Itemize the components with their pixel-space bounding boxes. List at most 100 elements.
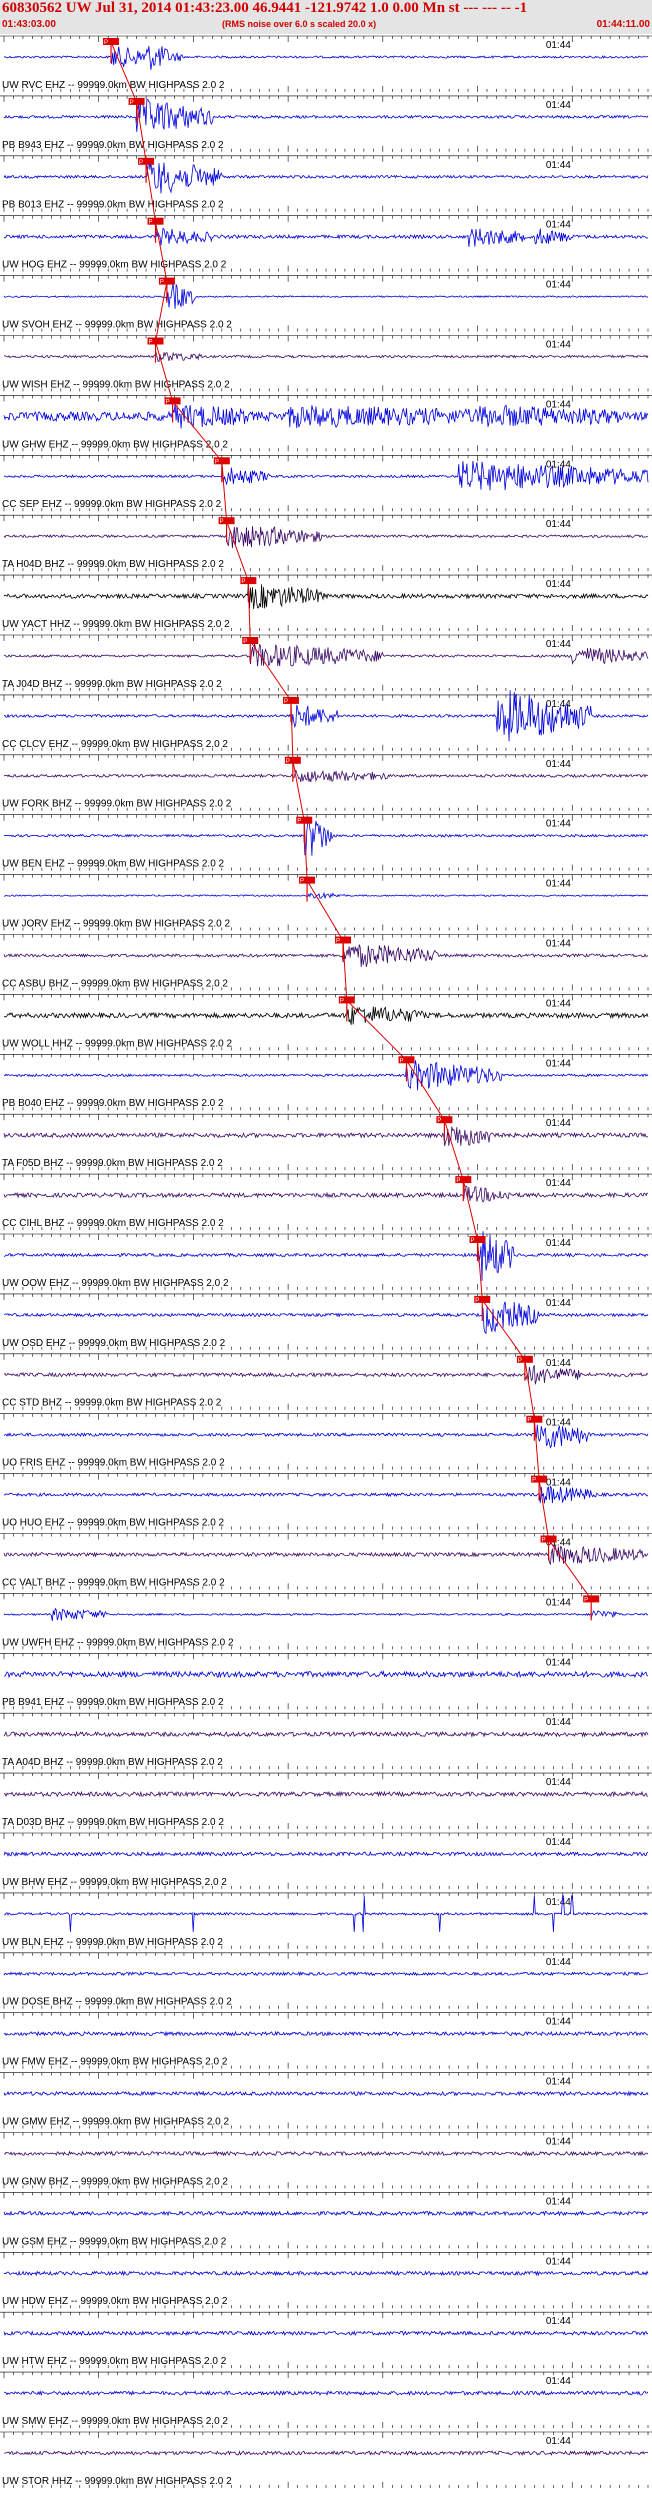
trace-cc-valt-bhz: 01:44P CC VALT BHZ -- 99999.0km BW HIGHPA… [0,1533,652,1590]
tick-label: 01:44 [546,340,571,351]
waveform [3,643,649,667]
station-label: UW WISH EHZ -- 99999.0km BW HIGHPASS 2.0… [2,379,230,390]
tick-label: 01:44 [546,939,571,950]
waveform [3,1006,649,1025]
tick-label: 01:44 [546,1118,571,1129]
tick-label: 01:44 [546,1298,571,1309]
waveform [3,1185,649,1203]
station-label: UW DOSE BHZ -- 99999.0km BW HIGHPASS 2.0… [2,1997,232,2008]
station-label: UW HOG EHZ -- 99999.0km BW HIGHPASS 2.0 … [2,260,227,271]
station-label: CC CLCV EHZ -- 99999.0km BW HIGHPASS 2.0… [2,739,228,750]
waveform [3,1670,649,1679]
tick-label: 01:44 [546,1717,571,1728]
station-label: CC SEP EHZ -- 99999.0km BW HIGHPASS 2.0 … [2,499,222,510]
pick-flag-text: P [518,1358,522,1364]
waveform [3,1790,649,1798]
trace-uw-fmw-ehz: 01:44 UW FMW EHZ -- 99999.0km BW HIGHPASS… [0,2012,652,2069]
pick-flag-text: P [286,759,290,765]
station-label: TA H04D BHZ -- 99999.0km BW HIGHPASS 2.0… [2,559,224,570]
station-label: UW BEN EHZ -- 99999.0km BW HIGHPASS 2.0 … [2,859,225,870]
waveform [3,97,649,132]
trace-cc-sep-ehz: 01:44 P CC SEP EHZ -- 99999.0km BW HIGHPAS… [0,454,652,512]
waveform [3,1231,649,1281]
tick-label: 01:44 [546,519,571,530]
tick-label: 01:44 [546,1178,571,1189]
trace-uw-ben-ehz: 01:44 P UW BEN EHZ -- 99999.0km BW HIGHPAS… [0,814,652,871]
trace-uw-bln-ehz: 01:44 UW BLN EHZ -- 99999.0km BW HIGHPASS… [0,1892,652,1949]
trace-uw-jorv-ehz: 01:44 P UW JORV EHZ -- 99999.0km BW HIGHPA… [0,874,652,931]
waveform [3,1485,649,1504]
pick-flag-text: P [542,1538,546,1544]
station-label: UW RVC EHZ -- 99999.0km BW HIGHPASS 2.0 … [2,80,225,91]
station-label: UW BHW EHZ -- 99999.0km BW HIGHPASS 2.0 … [2,1877,227,1888]
tick-label: 01:44 [546,220,571,231]
trace-pb-b040-ehz: 01:44 P PB B040 EHZ -- 99999.0km BW HIGHPA… [0,1053,652,1111]
station-label: TA A04D BHZ -- 99999.0km BW HIGHPASS 2.0… [2,1757,223,1768]
tick-label: 01:44 [546,879,571,890]
station-label: PB B040 EHZ -- 99999.0km BW HIGHPASS 2.0… [2,1098,224,1109]
station-label: UW OOW EHZ -- 99999.0km BW HIGHPASS 2.0 … [2,1278,229,1289]
trace-uw-uwfh-ehz: 01:44 P UW UWFH EHZ -- 99999.0km BW HIGHPA… [0,1593,652,1650]
waveform [3,2030,649,2037]
station-label: UW UWFH EHZ -- 99999.0km BW HIGHPASS 2.0… [2,1637,234,1648]
station-label: UW JORV EHZ -- 99999.0km BW HIGHPASS 2.0… [2,919,230,930]
pick-flag-text: P [532,1478,536,1484]
pick-flag-text: P [437,1118,441,1124]
pick-flag-text: P [160,280,164,286]
trace-uw-woll-hhz: 01:44 P UW WOLL HHZ -- 99999.0km BW HIGHPA… [0,994,652,1051]
waveform [3,1607,649,1622]
tick-label: 01:44 [546,1238,571,1249]
tick-label: 01:44 [546,40,571,51]
waveform [3,460,649,491]
seismogram-panel: 01:44 P UW RVC EHZ -- 99999.0km BW HIGHPAS… [0,35,652,2488]
pick-flag-text: P [149,340,153,346]
tick-label: 01:44 [546,2017,571,2028]
station-label: UW FORK BHZ -- 99999.0km BW HIGHPASS 2.0… [2,799,232,810]
station-label: PB B013 EHZ -- 99999.0km BW HIGHPASS 2.0… [2,200,224,211]
waveform [3,1365,649,1385]
pick-flag-text: P [241,579,245,585]
trace-uw-svoh-ehz: 01:44 P UW SVOH EHZ -- 99999.0km BW HIGHPA… [0,275,652,332]
waveform [3,816,649,856]
trace-uw-oow-ehz: 01:44 P UW OOW EHZ -- 99999.0km BW HIGHPAS… [0,1231,652,1290]
trace-uw-osd-ehz: 01:44 P UW OSD EHZ -- 99999.0km BW HIGHPAS… [0,1293,652,1350]
station-label: CC STD BHZ -- 99999.0km BW HIGHPASS 2.0 … [2,1398,222,1409]
trace-cc-std-bhz: 01:44 P CC STD BHZ -- 99999.0km BW HIGHPAS… [0,1353,652,1410]
trace-cc-clcv-ehz: 01:44 P CC CLCV EHZ -- 99999.0km BW HIGHPA… [0,690,652,751]
trace-uw-yact-hhz: 01:44 P UW YACT HHZ -- 99999.0km BW HIGHPA… [0,574,652,631]
tick-label: 01:44 [546,1657,571,1668]
trace-uw-hog-ehz: 01:44 P UW HOG EHZ -- 99999.0km BW HIGHPAS… [0,215,652,272]
station-label: UW YACT HHZ -- 99999.0km BW HIGHPASS 2.0… [2,619,230,630]
station-label: UW WOLL HHZ -- 99999.0km BW HIGHPASS 2.0… [2,1038,232,1049]
pick-flag-text: P [400,1058,404,1064]
station-label: UW OSD EHZ -- 99999.0km BW HIGHPASS 2.0 … [2,1338,226,1349]
trace-uo-fris-ehz: 01:44 P UO FRIS EHZ -- 99999.0km BW HIGHPA… [0,1413,652,1470]
rms-note: (RMS noise over 6.0 s scaled 20.0 x) [222,19,377,29]
pick-flag-text: P [166,399,170,405]
pick-flag-text: P [471,1238,475,1244]
tick-label: 01:44 [546,1777,571,1788]
waveform [3,351,649,363]
trace-uw-wish-ehz: 01:44 P UW WISH EHZ -- 99999.0km BW HIGHPA… [0,335,652,392]
pick-flag-text: P [130,100,134,106]
tick-label: 01:44 [546,1538,571,1549]
waveform [3,1060,649,1091]
trace-uw-ghw-ehz: 01:44 P UW GHW EHZ -- 99999.0km BW HIGHPAS… [0,395,652,452]
station-label: UW SVOH EHZ -- 99999.0km BW HIGHPASS 2.0… [2,320,232,331]
trace-uw-fork-bhz: 01:44 P UW FORK BHZ -- 99999.0km BW HIGHPA… [0,754,652,811]
waveform [3,403,649,429]
tick-label: 01:44 [546,1478,571,1489]
pick-flag-text: P [149,220,153,226]
trace-pb-b943-ehz: 01:44 P PB B943 EHZ -- 99999.0km BW HIGHPA… [0,95,652,152]
pick-flag-text: P [215,459,219,465]
tick-label: 01:44 [546,100,571,111]
tick-label: 01:44 [546,759,571,770]
waveform [3,944,649,968]
waveform [3,1544,649,1566]
pick-flag-text: P [220,519,224,525]
waveform [3,891,649,899]
pick-flag-text: P [284,699,288,705]
tick-label: 01:44 [546,639,571,650]
end-time: 01:44:11.00 [596,19,650,30]
